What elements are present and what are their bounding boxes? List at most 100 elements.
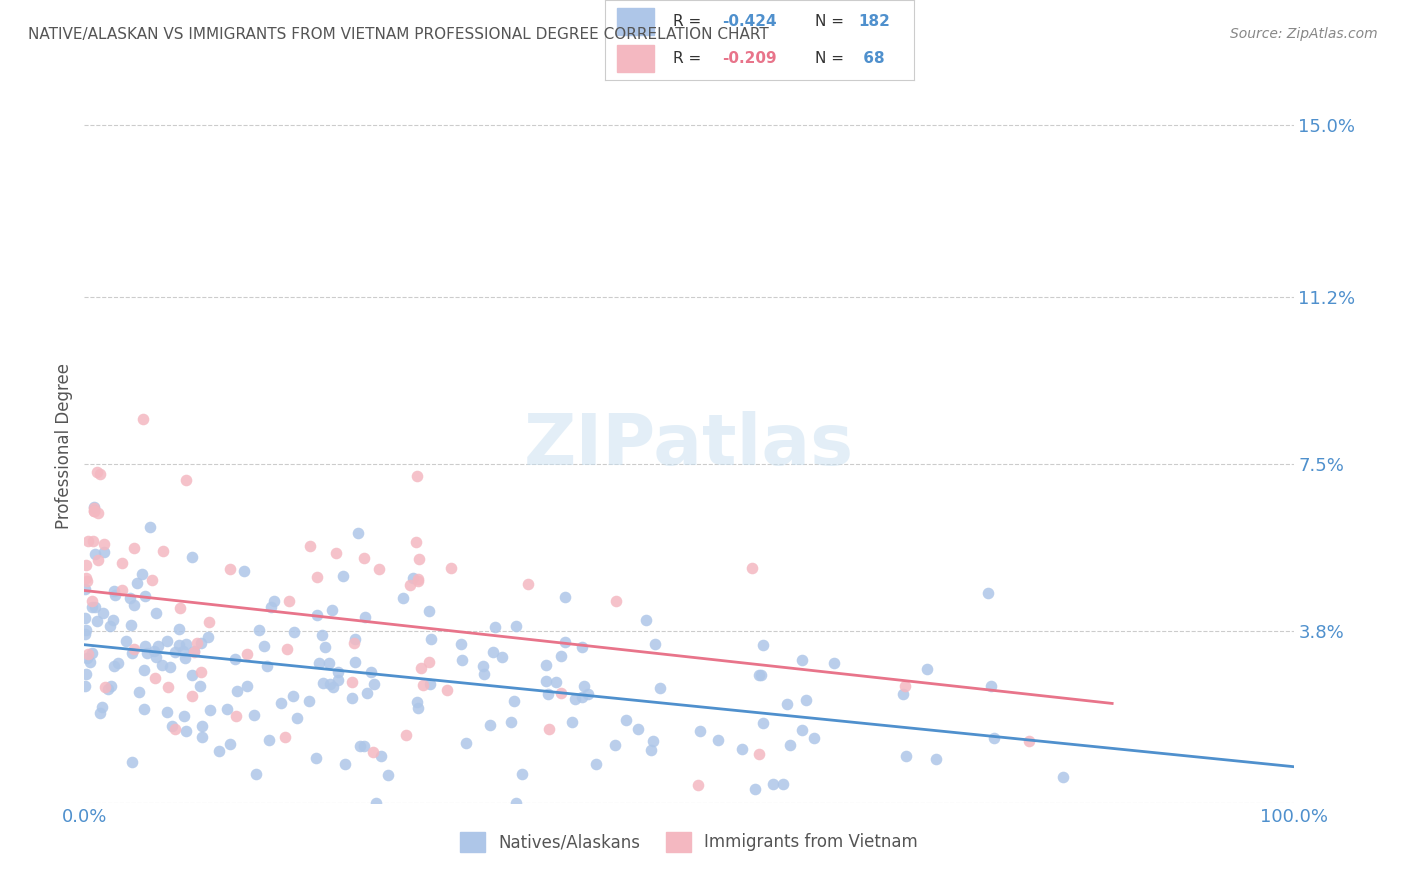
- Point: [145, 671, 167, 685]
- Point: [198, 703, 221, 717]
- Point: [484, 620, 506, 634]
- Point: [450, 636, 472, 650]
- Point: [554, 635, 576, 649]
- Point: [398, 578, 420, 592]
- Point: [260, 599, 283, 614]
- Point: [321, 603, 343, 617]
- Text: ZIPatlas: ZIPatlas: [524, 411, 853, 481]
- Point: [89, 467, 111, 482]
- Point: [491, 649, 513, 664]
- Point: [326, 673, 349, 688]
- FancyBboxPatch shape: [617, 45, 654, 72]
- Point: [283, 625, 305, 640]
- Point: [1018, 734, 1040, 748]
- Point: [273, 730, 295, 744]
- Point: [605, 594, 627, 608]
- Point: [915, 662, 938, 676]
- Point: [169, 600, 191, 615]
- Point: [790, 653, 813, 667]
- Point: [145, 650, 167, 665]
- Point: [75, 611, 97, 625]
- Point: [550, 686, 572, 700]
- Point: [418, 655, 440, 669]
- Point: [103, 659, 125, 673]
- Point: [236, 647, 259, 661]
- Point: [340, 675, 363, 690]
- Point: [173, 650, 195, 665]
- Point: [124, 541, 146, 555]
- Point: [134, 589, 156, 603]
- Point: [156, 705, 179, 719]
- Point: [84, 600, 107, 615]
- Point: [156, 634, 179, 648]
- Point: [538, 722, 561, 736]
- Point: [980, 679, 1002, 693]
- Point: [482, 645, 505, 659]
- Point: [277, 594, 299, 608]
- Point: [176, 724, 198, 739]
- Point: [283, 690, 305, 704]
- Point: [256, 659, 278, 673]
- Point: [131, 567, 153, 582]
- Point: [749, 668, 772, 682]
- Point: [285, 711, 308, 725]
- Point: [120, 591, 142, 606]
- Text: -0.424: -0.424: [723, 14, 776, 29]
- Point: [343, 632, 366, 647]
- Point: [314, 640, 336, 654]
- Point: [93, 544, 115, 558]
- Point: [243, 707, 266, 722]
- Point: [219, 737, 242, 751]
- FancyBboxPatch shape: [617, 8, 654, 36]
- Point: [640, 743, 662, 757]
- Text: R =: R =: [672, 51, 706, 66]
- Point: [343, 636, 366, 650]
- Point: [191, 719, 214, 733]
- Point: [174, 637, 197, 651]
- Point: [571, 690, 593, 704]
- Point: [405, 535, 427, 549]
- Point: [159, 660, 181, 674]
- Point: [83, 504, 105, 518]
- Point: [363, 677, 385, 691]
- Point: [333, 756, 356, 771]
- Point: [406, 700, 429, 714]
- Text: NATIVE/ALASKAN VS IMMIGRANTS FROM VIETNAM PROFESSIONAL DEGREE CORRELATION CHART: NATIVE/ALASKAN VS IMMIGRANTS FROM VIETNA…: [28, 27, 769, 42]
- Point: [318, 656, 340, 670]
- Point: [298, 693, 321, 707]
- Point: [174, 473, 197, 487]
- Point: [779, 738, 801, 752]
- Point: [257, 732, 280, 747]
- Point: [93, 537, 115, 551]
- Point: [76, 667, 98, 681]
- Point: [418, 603, 440, 617]
- Point: [772, 777, 794, 791]
- Point: [688, 778, 710, 792]
- Point: [190, 665, 212, 679]
- Legend: Natives/Alaskans, Immigrants from Vietnam: Natives/Alaskans, Immigrants from Vietna…: [454, 825, 924, 859]
- Point: [94, 680, 117, 694]
- Point: [148, 639, 170, 653]
- Point: [270, 696, 292, 710]
- Point: [236, 679, 259, 693]
- Point: [83, 504, 105, 518]
- Point: [891, 687, 914, 701]
- Point: [75, 624, 97, 638]
- Point: [408, 552, 430, 566]
- Point: [925, 752, 948, 766]
- Point: [90, 699, 112, 714]
- Point: [191, 730, 214, 744]
- Point: [247, 623, 270, 637]
- Point: [120, 618, 142, 632]
- Point: [983, 731, 1005, 745]
- Point: [634, 613, 657, 627]
- Point: [366, 796, 388, 810]
- Point: [502, 694, 524, 708]
- Point: [107, 656, 129, 670]
- Point: [135, 646, 157, 660]
- Point: [80, 594, 103, 608]
- Point: [412, 678, 434, 692]
- Point: [124, 641, 146, 656]
- Point: [505, 796, 527, 810]
- Point: [744, 781, 766, 796]
